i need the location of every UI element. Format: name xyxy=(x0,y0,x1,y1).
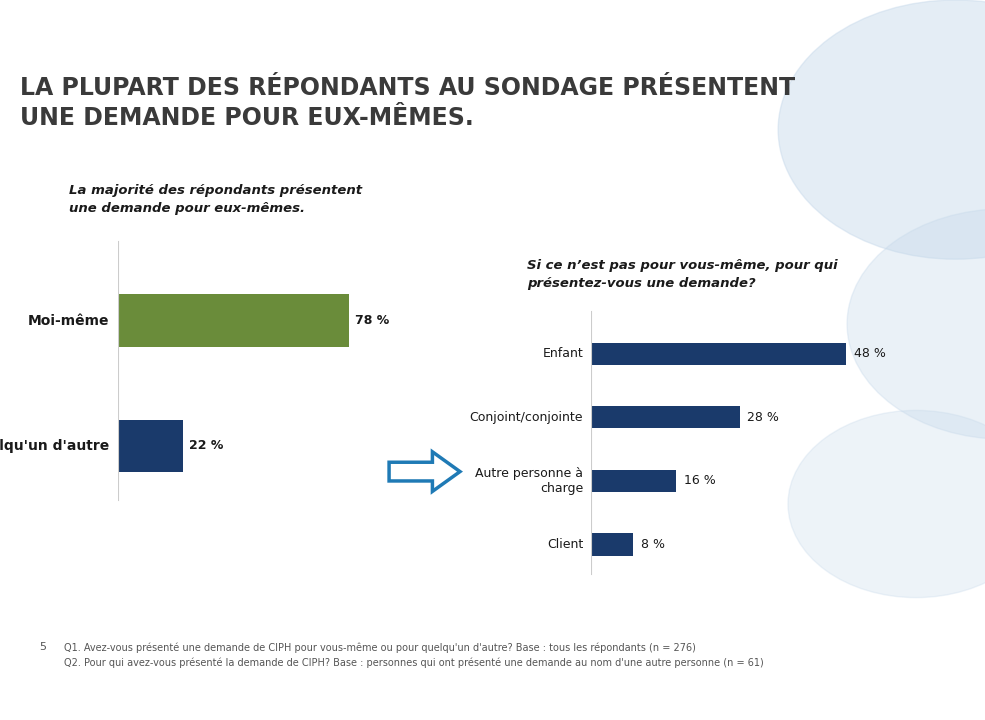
Bar xyxy=(591,534,633,556)
Bar xyxy=(118,294,349,347)
Circle shape xyxy=(778,0,985,259)
Text: Moi-même: Moi-même xyxy=(28,314,109,328)
Text: 28 %: 28 % xyxy=(748,411,779,424)
Text: 8 %: 8 % xyxy=(641,538,666,551)
Text: LA PLUPART DES RÉPONDANTS AU SONDAGE PRÉSENTENT
UNE DEMANDE POUR EUX-MÊMES.: LA PLUPART DES RÉPONDANTS AU SONDAGE PRÉ… xyxy=(20,76,795,130)
Text: 5: 5 xyxy=(39,642,46,652)
Text: Quelqu'un d'autre: Quelqu'un d'autre xyxy=(0,439,109,453)
Text: 16 %: 16 % xyxy=(684,474,715,487)
Circle shape xyxy=(847,209,985,439)
Text: Conjoint/conjointe: Conjoint/conjointe xyxy=(470,411,583,424)
Bar xyxy=(591,406,740,428)
Text: 48 %: 48 % xyxy=(854,347,886,360)
Bar xyxy=(591,343,845,365)
Text: 78 %: 78 % xyxy=(355,314,389,327)
Circle shape xyxy=(788,410,985,598)
Text: Client: Client xyxy=(547,538,583,551)
Text: La majorité des répondants présentent
une demande pour eux-mêmes.: La majorité des répondants présentent un… xyxy=(69,184,362,215)
Text: Autre personne à
charge: Autre personne à charge xyxy=(475,467,583,495)
Text: 22 %: 22 % xyxy=(189,439,224,452)
FancyArrow shape xyxy=(389,452,460,491)
Text: Si ce n’est pas pour vous-même, pour qui
présentez-vous une demande?: Si ce n’est pas pour vous-même, pour qui… xyxy=(527,259,837,290)
Bar xyxy=(118,420,183,472)
Text: Q1. Avez-vous présenté une demande de CIPH pour vous-même ou pour quelqu'un d'au: Q1. Avez-vous présenté une demande de CI… xyxy=(64,642,763,668)
Bar xyxy=(591,470,676,492)
Text: Enfant: Enfant xyxy=(543,347,583,360)
